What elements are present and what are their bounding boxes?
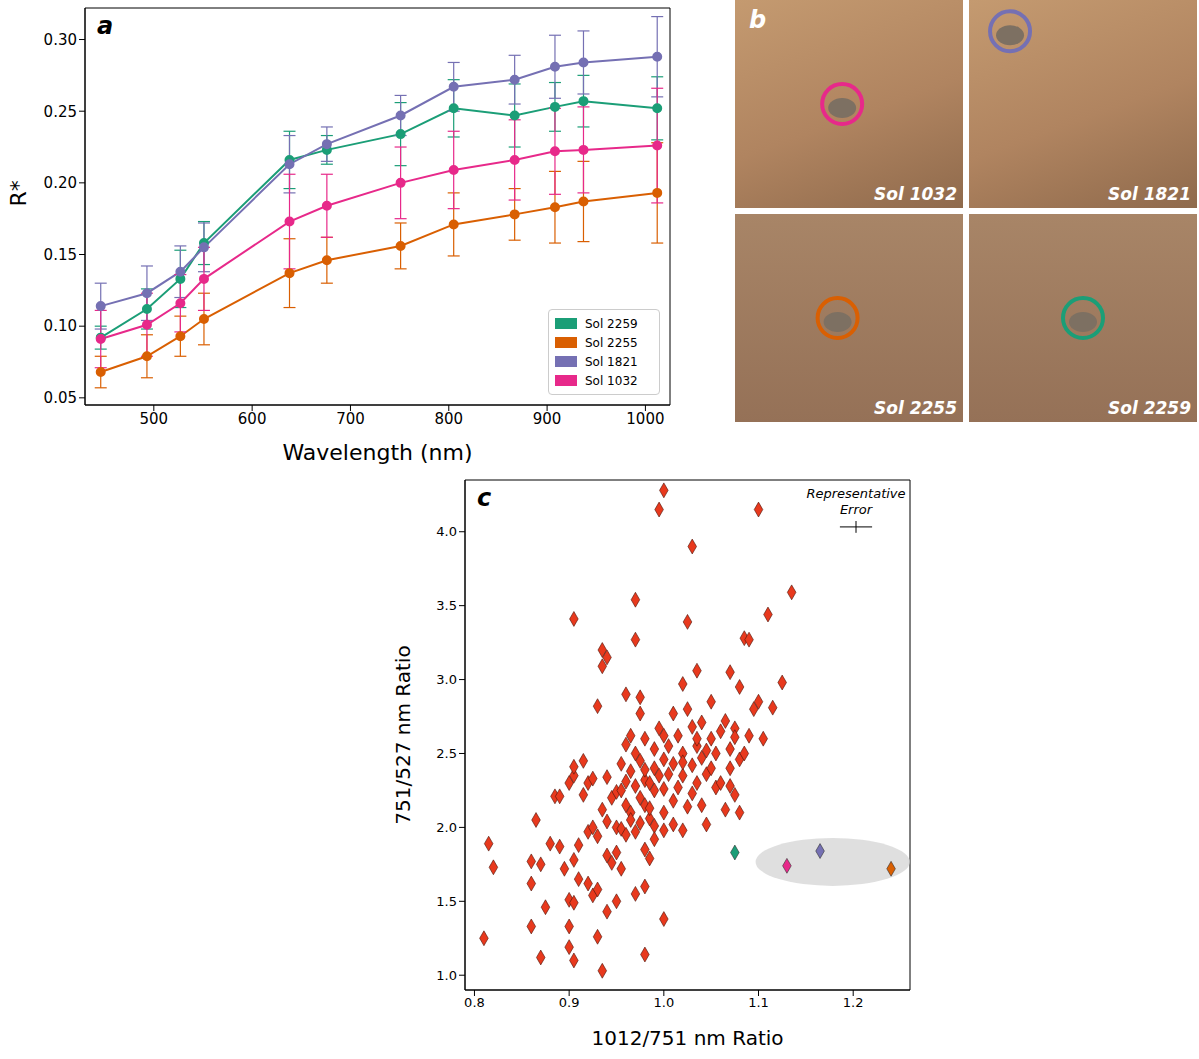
html-text:Sol 1032: Sol 1032 [585,373,638,388]
svg-text:0.9: 0.9 [559,995,580,1010]
svg-text:1.0: 1.0 [436,968,457,983]
svg-text:900: 900 [533,410,562,428]
html-text:Sol 1032: Sol 1032 [874,184,957,204]
html-text:Sol 2259: Sol 2259 [1108,398,1191,418]
svg-text:0.25: 0.25 [44,103,77,121]
svg-text:0.30: 0.30 [44,31,77,49]
html-text:Sol 1821: Sol 1821 [585,354,638,369]
svg-text:1012/751 nm Ratio: 1012/751 nm Ratio [591,1026,783,1050]
svg-text:700: 700 [336,410,365,428]
svg-text:600: 600 [238,410,267,428]
svg-text:2.0: 2.0 [436,820,457,835]
svg-text:1000: 1000 [626,410,664,428]
html-text:Representative: Representative [806,486,906,501]
svg-text:2.5: 2.5 [436,746,457,761]
svg-text:0.10: 0.10 [44,317,77,335]
svg-text:0.05: 0.05 [44,389,77,407]
html-text:Sol 2259: Sol 2259 [585,316,638,331]
svg-text:3.5: 3.5 [436,598,457,613]
html-text:Sol 2255: Sol 2255 [585,335,638,350]
html-text:a: a [97,12,114,40]
svg-text:800: 800 [434,410,463,428]
svg-text:1.5: 1.5 [436,894,457,909]
svg-text:0.20: 0.20 [44,174,77,192]
svg-text:R*: R* [6,180,31,206]
html-text:Sol 2255: Sol 2255 [874,398,957,418]
html-text:c: c [477,484,492,512]
svg-text:1.2: 1.2 [843,995,864,1010]
svg-text:4.0: 4.0 [436,524,457,539]
svg-text:0.15: 0.15 [44,246,77,264]
svg-text:500: 500 [140,410,169,428]
svg-text:Wavelength (nm): Wavelength (nm) [282,440,472,465]
svg-text:0.8: 0.8 [464,995,485,1010]
svg-text:751/527 nm Ratio: 751/527 nm Ratio [391,645,415,824]
svg-text:1.0: 1.0 [653,995,674,1010]
svg-text:1.1: 1.1 [748,995,769,1010]
html-text:Error: Error [839,502,873,517]
html-text:Sol 1821: Sol 1821 [1108,184,1191,204]
svg-text:3.0: 3.0 [436,672,457,687]
html-text:b: b [749,6,767,34]
